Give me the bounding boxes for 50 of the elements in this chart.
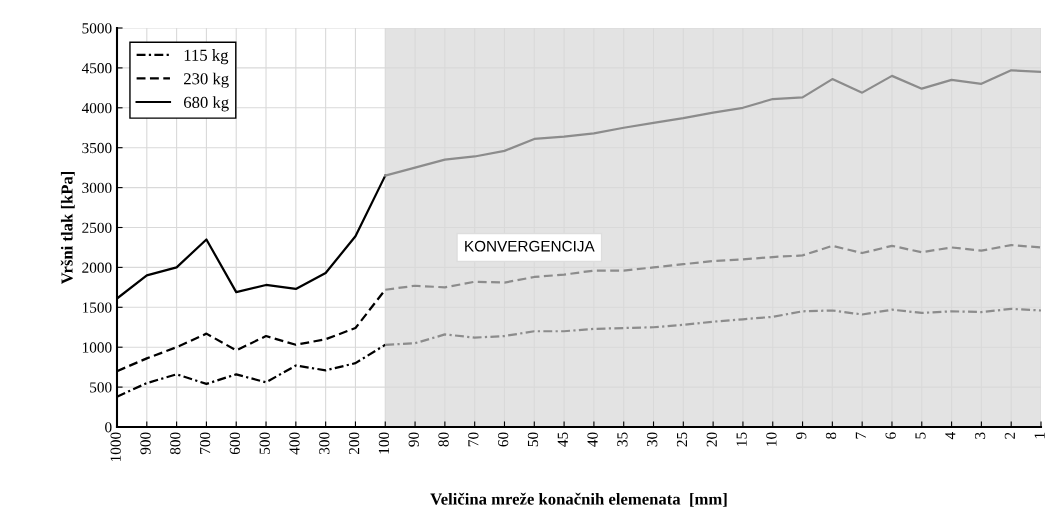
x-tick-label: 6: [885, 432, 896, 439]
x-tick-label: 700: [199, 432, 211, 454]
x-tick-label: 8: [825, 432, 837, 439]
x-tick-label: 25: [676, 432, 688, 447]
x-tick-label: 60: [498, 432, 509, 447]
x-tick-label: 200: [348, 432, 360, 455]
y-axis-title: Vršni tlak [kPa]: [60, 171, 75, 285]
x-tick-label: 500: [259, 432, 270, 454]
x-tick-label: 45: [557, 432, 568, 447]
x-tick-label: 900: [140, 432, 151, 455]
x-tick-label: 3: [974, 432, 986, 439]
band-label: KONVERGENCIJA: [465, 240, 595, 252]
y-tick-label: 1000: [82, 342, 112, 353]
line-series: [384, 307, 1041, 346]
y-tick-label: 2500: [82, 222, 112, 233]
x-tick-label: 1: [1034, 432, 1045, 439]
legend-label: 115 kg: [184, 49, 229, 65]
x-tick-label: 600: [229, 432, 241, 455]
x-tick-label: 10: [766, 432, 777, 446]
x-tick-label: 30: [647, 432, 658, 447]
y-tick-label: 4000: [81, 102, 112, 114]
y-tick-label: 2000: [82, 262, 112, 273]
x-tick-label: 4: [945, 432, 956, 440]
x-tick-label: 100: [378, 432, 390, 454]
x-axis-title: Veličina mreže konačnih elemenata [mm]: [430, 492, 727, 507]
x-tick-label: 5: [915, 432, 926, 439]
x-tick-label: 7: [855, 432, 866, 439]
y-tick-label: 500: [90, 382, 112, 393]
x-tick-label: 15: [736, 432, 747, 446]
x-tick-label: 40: [587, 432, 598, 447]
y-tick-label: 5000: [82, 23, 112, 34]
x-tick-label: 300: [319, 432, 330, 455]
x-tick-label: 20: [706, 432, 717, 447]
x-tick-label: 80: [438, 432, 449, 447]
y-tick-label: 0: [105, 422, 112, 433]
legend-label: 230 kg: [184, 72, 229, 88]
line-series: [384, 69, 1041, 177]
x-tick-label: 90: [408, 432, 419, 447]
x-tick-label: 2: [1004, 432, 1015, 439]
legend-label: 680 kg: [184, 96, 229, 112]
x-tick-label: 50: [527, 432, 539, 447]
x-tick-label: 9: [796, 432, 807, 440]
x-tick-label: 35: [617, 432, 628, 447]
y-tick-label: 3500: [82, 142, 112, 154]
x-tick-label: 70: [468, 432, 479, 447]
y-tick-label: 4500: [81, 63, 112, 74]
x-tick-label: 800: [170, 432, 181, 455]
x-tick-label: 400: [289, 432, 300, 455]
y-tick-label: 1500: [82, 302, 112, 313]
y-tick-label: 3000: [82, 182, 112, 194]
